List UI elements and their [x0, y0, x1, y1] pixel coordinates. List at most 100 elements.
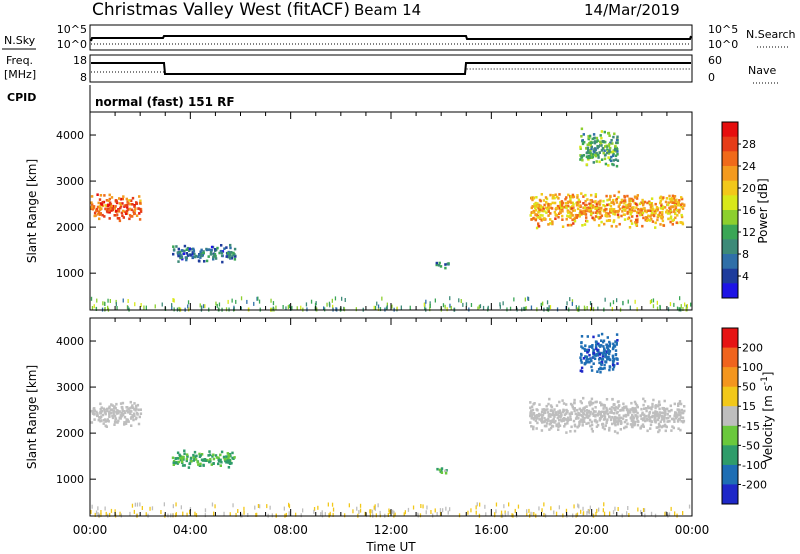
echo-cell: [187, 466, 191, 469]
echo-cell: [613, 194, 616, 197]
echo-cell: [565, 305, 567, 310]
x-tick-label: 20:00: [574, 523, 609, 537]
echo-cell: [494, 513, 496, 518]
colorbar-tick-label: 50: [742, 381, 756, 394]
echo-cell: [630, 210, 633, 214]
echo-cell: [302, 508, 304, 513]
echo-cell: [629, 423, 633, 426]
echo-cell: [608, 345, 611, 348]
echo-cell: [630, 419, 633, 422]
echo-cell: [341, 296, 343, 301]
echo-cell: [623, 420, 627, 424]
echo-cell: [592, 356, 595, 359]
echo-cell: [139, 502, 141, 507]
echo-cell: [133, 209, 137, 212]
echo-cell: [598, 353, 601, 356]
echo-cell: [198, 253, 201, 256]
echo-cell: [549, 193, 552, 197]
echo-cell: [660, 418, 664, 421]
echo-cell: [207, 454, 210, 457]
echo-cell: [663, 399, 666, 403]
echo-cell: [537, 412, 541, 416]
echo-cell: [558, 193, 561, 196]
echo-cell: [600, 158, 604, 161]
date-label: 14/Mar/2019: [584, 1, 680, 19]
echo-cell: [599, 401, 602, 404]
echo-cell: [207, 255, 210, 258]
echo-cell: [573, 407, 576, 410]
echo-cell: [222, 455, 226, 459]
echo-cell: [424, 306, 426, 311]
echo-cell: [212, 253, 216, 257]
velocity-echoes: [90, 332, 691, 518]
echo-cell: [623, 426, 626, 430]
echo-region: [90, 193, 143, 223]
echo-cell: [126, 206, 129, 209]
echo-cell: [219, 453, 222, 457]
echo-cell: [683, 409, 686, 413]
echo-cell: [439, 508, 442, 513]
echo-cell: [543, 424, 547, 428]
echo-cell: [555, 404, 559, 407]
echo-cell: [300, 305, 302, 310]
echo-cell: [119, 402, 123, 405]
echo-cell: [181, 257, 184, 261]
echo-cell: [547, 417, 550, 421]
echo-cell: [540, 193, 543, 196]
echo-cell: [610, 411, 613, 414]
velocity-ylabel: Slant Range [km]: [25, 365, 39, 469]
x-tick-label: 08:00: [273, 523, 308, 537]
echo-cell: [597, 224, 601, 227]
echo-cell: [619, 408, 623, 412]
echo-cell: [669, 198, 673, 201]
echo-cell: [562, 402, 566, 405]
echo-cell: [504, 512, 507, 517]
echo-cell: [332, 304, 334, 309]
echo-cell: [549, 212, 552, 215]
echo-cell: [183, 249, 186, 253]
echo-cell: [111, 414, 114, 418]
echo-cell: [544, 418, 548, 422]
echo-cell: [590, 369, 594, 372]
echo-cell: [605, 151, 609, 155]
echo-cell: [549, 404, 553, 407]
echo-cell: [355, 307, 357, 312]
echo-cell: [543, 209, 546, 213]
echo-cell: [212, 453, 215, 457]
echo-cell: [439, 511, 442, 516]
echo-cell: [482, 305, 485, 310]
echo-cell: [600, 402, 603, 406]
echo-cell: [180, 505, 182, 510]
echo-cell: [634, 408, 637, 412]
echo-cell: [611, 397, 614, 401]
echo-cell: [97, 213, 100, 216]
echo-cell: [524, 297, 526, 302]
echo-cell: [110, 508, 113, 513]
echo-cell: [123, 423, 126, 426]
echo-cell: [186, 512, 188, 517]
echo-cell: [288, 502, 290, 507]
echo-cell: [227, 461, 230, 464]
echo-cell: [174, 457, 177, 460]
echo-cell: [616, 339, 619, 342]
echo-cell: [656, 418, 660, 421]
echo-cell: [626, 194, 629, 198]
echo-cell: [597, 201, 601, 204]
echo-cell: [376, 301, 378, 306]
echo-cell: [211, 455, 214, 458]
echo-cell: [112, 411, 115, 414]
echo-cell: [610, 406, 614, 409]
echo-cell: [537, 414, 540, 418]
echo-cell: [550, 207, 554, 210]
echo-cell: [616, 153, 619, 156]
echo-cell: [430, 510, 432, 514]
echo-cell: [525, 306, 527, 311]
echo-cell: [586, 198, 589, 201]
echo-cell: [125, 420, 128, 423]
echo-cell: [566, 301, 568, 306]
echo-cell: [359, 508, 362, 513]
echo-cell: [139, 201, 142, 205]
echo-cell: [589, 357, 592, 360]
echo-cell: [651, 402, 654, 406]
echo-cell: [331, 298, 333, 303]
